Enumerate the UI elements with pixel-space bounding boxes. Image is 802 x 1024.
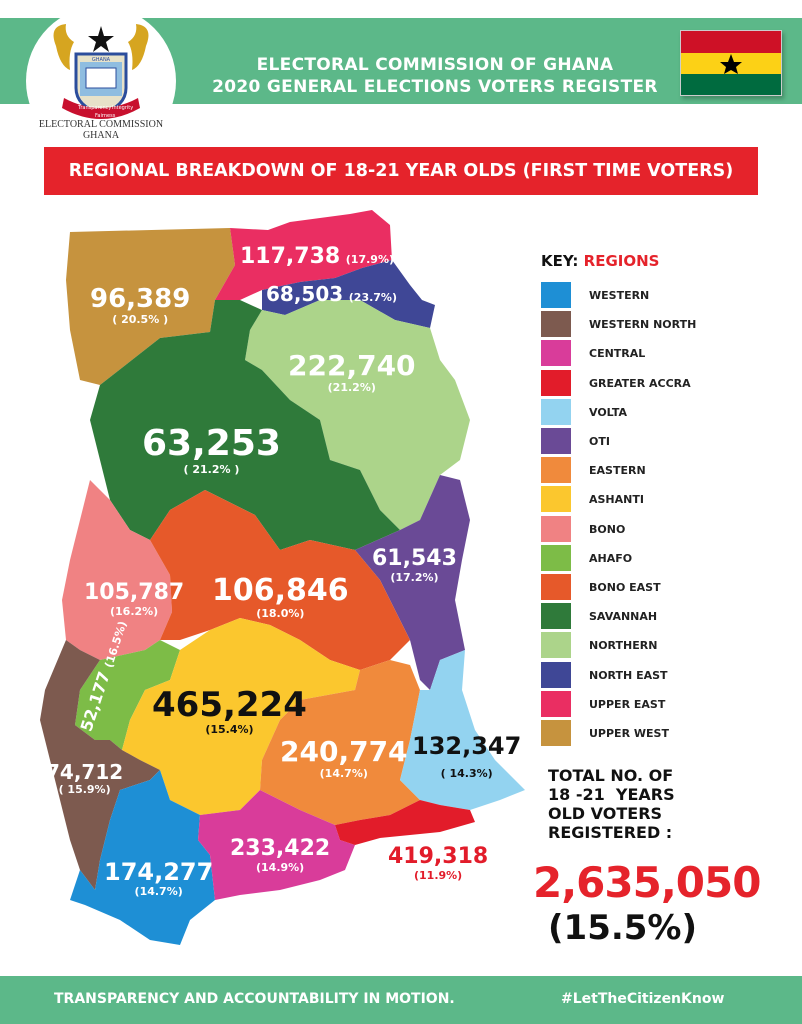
key-label: AHAFO (589, 551, 633, 565)
label-central: 233,422 (14.9%) (230, 836, 331, 874)
key-swatch (541, 574, 571, 600)
section-banner: REGIONAL BREAKDOWN OF 18-21 YEAR OLDS (F… (44, 147, 758, 195)
header-title-line1: ELECTORAL COMMISSION OF GHANA (256, 55, 614, 75)
total-label-line1: TOTAL NO. OF (548, 766, 674, 785)
key-label: GREATER ACCRA (589, 376, 691, 390)
label-greater-accra: 419,318 (11.9%) (388, 844, 489, 882)
label-savannah: 63,253 ( 21.2% ) (142, 423, 281, 476)
key-title-prefix: KEY: (541, 252, 579, 270)
logo-caption-line2: GHANA (82, 130, 120, 141)
region-western-north (40, 640, 160, 890)
region-volta (400, 650, 525, 810)
key-label: BONO EAST (589, 581, 661, 594)
total-label: TOTAL NO. OF 18 -21 YEARS OLD VOTERS REG… (548, 766, 708, 842)
key-label: NORTH EAST (589, 668, 668, 682)
label-northern: 222,740 (21.2%) (288, 349, 416, 394)
key-swatch (541, 603, 571, 630)
label-western-north: 74,712 ( 15.9%) (46, 760, 124, 796)
key-title: KEY: REGIONS (541, 252, 659, 270)
key-label: CENTRAL (589, 347, 646, 361)
label-eastern: 240,774 (14.7%) (280, 735, 408, 780)
region-northern (245, 300, 470, 530)
total-label-line2: 18 -21 YEARS (548, 785, 675, 804)
key-swatch (541, 369, 571, 396)
svg-text:Integrity: Integrity (112, 105, 133, 111)
footer-hashtag: #LetTheCitizenKnow (561, 991, 725, 1007)
region-upper-east (215, 210, 392, 300)
key-label: EASTERN (589, 464, 646, 478)
key-swatch (541, 282, 571, 308)
region-eastern (260, 660, 420, 825)
total-percentage: (15.5%) (548, 908, 698, 948)
label-bono: 105,787 (16.2%) (84, 580, 185, 618)
header-title: ELECTORAL COMMISSION OF GHANA 2020 GENER… (210, 54, 660, 98)
key-title-highlight: REGIONS (583, 252, 660, 270)
footer-slogan: TRANSPARENCY AND ACCOUNTABILITY IN MOTIO… (54, 991, 455, 1007)
svg-text:GHANA: GHANA (92, 57, 111, 63)
label-volta: 132,347 ( 14.3%) (412, 732, 522, 780)
key-swatch (541, 690, 571, 717)
region-savannah (90, 300, 400, 550)
label-bono-east: 106,846 (18.0%) (212, 573, 349, 620)
label-oti: 61,543 (17.2%) (372, 546, 457, 584)
footer-bar: TRANSPARENCY AND ACCOUNTABILITY IN MOTIO… (0, 976, 802, 1024)
total-value: 2,635,050 (533, 858, 761, 907)
ghana-regions-map (40, 210, 525, 945)
key-label: UPPER EAST (589, 697, 666, 711)
region-north-east (262, 260, 435, 328)
key-swatch (541, 340, 571, 367)
ghana-flag-icon (680, 30, 782, 96)
key-swatch (541, 720, 571, 746)
key-swatch (541, 457, 571, 484)
electoral-commission-logo: GHANA Transparency Fairness Integrity (26, 6, 176, 156)
region-greater-accra (335, 800, 475, 845)
key-label: WESTERN (589, 289, 650, 302)
region-upper-west (66, 228, 235, 385)
label-upper-west: 96,389 ( 20.5% ) (90, 284, 191, 326)
key-swatch (541, 632, 571, 659)
region-central (198, 790, 355, 900)
region-bono-east (150, 490, 410, 670)
logo-caption: ELECTORAL COMMISSION GHANA (26, 119, 176, 141)
key-swatch (541, 661, 571, 688)
svg-text:Transparency: Transparency (77, 105, 111, 111)
region-ashanti (122, 618, 360, 815)
key-label: UPPER WEST (589, 727, 669, 740)
key-label: BONO (589, 522, 626, 536)
total-label-line4: REGISTERED : (548, 823, 673, 842)
key-label: NORTHERN (589, 639, 658, 653)
label-ashanti: 465,224 (15.4%) (152, 685, 307, 736)
key-swatch (541, 515, 571, 542)
key-swatch (541, 398, 571, 425)
key-label: VOLTA (589, 405, 628, 419)
svg-text:Fairness: Fairness (95, 113, 116, 119)
label-western: 174,277 (14.7%) (104, 858, 214, 898)
region-bono (62, 480, 172, 660)
key-swatch (541, 311, 571, 338)
total-label-line3: OLD VOTERS (548, 804, 663, 823)
key-label: OTI (589, 435, 610, 448)
key-swatch (541, 428, 571, 454)
key-swatch (541, 544, 571, 571)
key-label: WESTERN NORTH (589, 318, 697, 332)
label-upper-east: 117,738 (17.9%) (240, 244, 394, 269)
label-north-east: 68,503 (23.7%) (266, 282, 397, 306)
coat-of-arms-icon: GHANA Transparency Fairness Integrity (53, 24, 149, 119)
region-western (70, 770, 215, 945)
key-swatch (541, 486, 571, 513)
region-oti (355, 475, 470, 690)
region-ahafo (75, 640, 180, 750)
header-title-line2: 2020 GENERAL ELECTIONS VOTERS REGISTER (212, 77, 658, 97)
logo-caption-line1: ELECTORAL COMMISSION (38, 119, 164, 130)
key-label: SAVANNAH (589, 610, 658, 624)
key-label: ASHANTI (589, 493, 644, 507)
